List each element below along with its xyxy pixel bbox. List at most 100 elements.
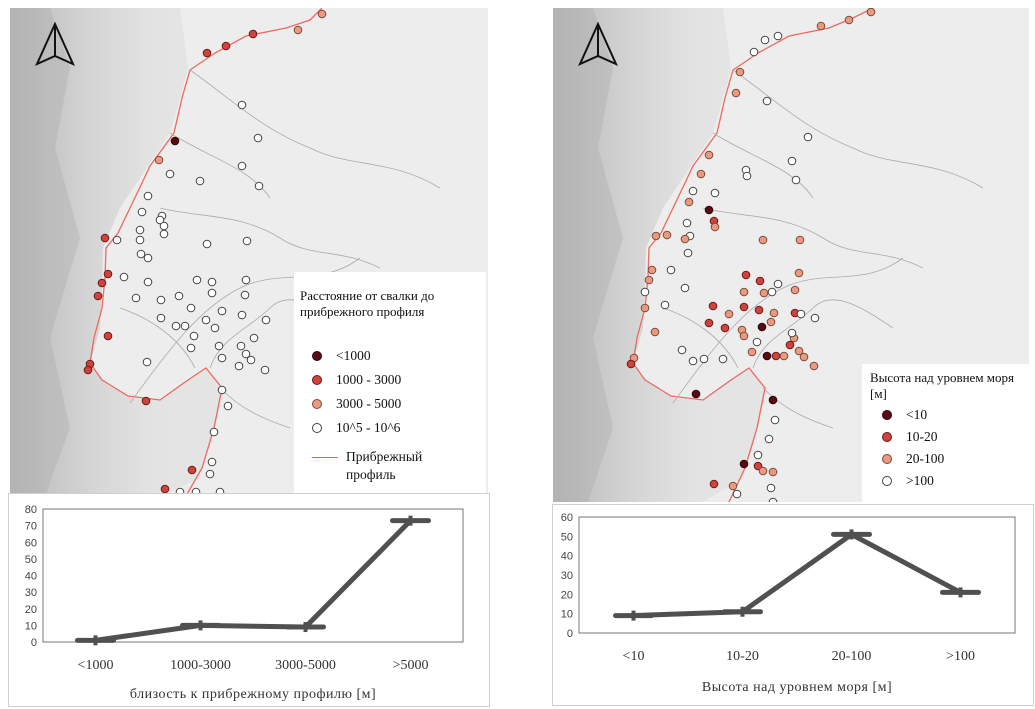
- landfill-point: [710, 188, 720, 198]
- legend-item: 10-20: [882, 426, 1022, 448]
- landfill-point: [704, 318, 714, 328]
- y-tick-label: 10: [25, 620, 37, 632]
- landfill-point: [160, 484, 170, 494]
- y-tick-label: 80: [25, 504, 37, 516]
- landfill-point: [143, 191, 153, 201]
- landfill-point: [739, 302, 749, 312]
- landfill-point: [195, 176, 205, 186]
- landfill-point: [93, 291, 103, 301]
- landfill-point: [809, 361, 819, 371]
- landfill-point: [261, 315, 271, 325]
- landfill-point: [159, 229, 169, 239]
- landfill-points-left: [83, 9, 327, 496]
- landfill-point: [764, 434, 774, 444]
- legend-label: 3000 - 5000: [336, 396, 402, 411]
- x-tick-label: 20-100: [832, 649, 872, 664]
- landfill-point: [709, 479, 719, 489]
- chart-elevation: 0 10 20 30 40 50 60 <10 10-20 20-100 >100 Высота на…: [552, 504, 1034, 706]
- landfill-point: [688, 186, 698, 196]
- landfill-point: [759, 288, 769, 298]
- landfill-point: [710, 222, 720, 232]
- legend-items: <1000 1000 - 3000 3000 - 5000 10^5 - 10^…: [312, 344, 482, 484]
- landfill-point: [141, 396, 151, 406]
- landfill-point: [755, 276, 765, 286]
- landfill-point: [214, 341, 224, 351]
- landfill-point: [142, 357, 152, 367]
- landfill-point: [720, 323, 730, 333]
- landfill-point: [739, 459, 749, 469]
- landfill-point: [683, 248, 693, 258]
- landfill-point: [803, 132, 813, 142]
- legend-item: <1000: [312, 344, 482, 368]
- landfill-point: [753, 450, 763, 460]
- legend-item: 1000 - 3000: [312, 368, 482, 392]
- coastline: [89, 8, 323, 496]
- landfill-point: [749, 47, 759, 57]
- landfill-point: [742, 171, 752, 181]
- landfill-point: [217, 306, 227, 316]
- landfill-point: [254, 181, 264, 191]
- landfill-point: [317, 9, 327, 19]
- y-tick-label: 0: [31, 637, 37, 649]
- landfill-point: [680, 283, 690, 293]
- landfill-point: [768, 467, 778, 477]
- landfill-point: [154, 155, 164, 165]
- legend-item: <10: [882, 404, 1022, 426]
- landfill-point: [758, 235, 768, 245]
- y-tick-label: 10: [561, 609, 573, 621]
- landfill-point: [787, 328, 797, 338]
- landfill-point: [209, 427, 219, 437]
- landfill-point: [189, 331, 199, 341]
- landfill-point: [724, 309, 734, 319]
- legend-dot: [312, 399, 322, 409]
- legend-line-label: Прибрежный профиль: [346, 449, 423, 482]
- x-tick-label: 3000-5000: [275, 658, 336, 673]
- legend-title: Высота над уровнем моря [м]: [870, 370, 1015, 401]
- legend-item: 3000 - 5000: [312, 392, 482, 416]
- landfill-point: [112, 235, 122, 245]
- north-arrow-icon: [578, 22, 618, 66]
- landfill-point: [159, 221, 169, 231]
- landfill-point: [640, 303, 650, 313]
- legend-dot: [882, 476, 892, 486]
- landfill-point: [241, 275, 251, 285]
- x-tick-label: <10: [623, 649, 645, 664]
- landfill-point: [708, 301, 718, 311]
- landfill-point: [768, 497, 778, 502]
- y-tick-label: 70: [25, 521, 37, 533]
- legend-left: Расстояние от свалки до прибрежного проф…: [294, 272, 486, 496]
- landfill-point: [704, 205, 714, 215]
- legend-right: Высота над уровнем моря [м] <10 10-20 20…: [862, 364, 1030, 504]
- landfill-point: [790, 285, 800, 295]
- landfill-point: [137, 207, 147, 217]
- landfill-point: [192, 275, 202, 285]
- landfill-point: [237, 100, 247, 110]
- chart-elevation-svg: 0 10 20 30 40 50 60 <10 10-20 20-100 >100 Высота на…: [561, 512, 1016, 695]
- landfill-point: [760, 35, 770, 45]
- landfill-point: [136, 249, 146, 259]
- legend-label: <10: [906, 407, 928, 422]
- x-tick-label: >5000: [393, 658, 429, 673]
- landfill-point: [785, 340, 795, 350]
- landfill-point: [246, 355, 256, 365]
- landfill-point: [799, 352, 809, 362]
- landfill-point: [747, 347, 757, 357]
- legend-item: >100: [882, 470, 1022, 492]
- legend-label: 10-20: [906, 429, 938, 444]
- legend-title: Расстояние от свалки до прибрежного проф…: [300, 288, 435, 319]
- landfill-point: [718, 354, 728, 364]
- landfill-point: [155, 215, 165, 225]
- legend-dot: [882, 432, 892, 442]
- landfill-point: [758, 466, 768, 476]
- landfill-point: [293, 25, 303, 35]
- landfill-point: [97, 278, 107, 288]
- landfill-point: [207, 457, 217, 467]
- legend-dot: [882, 410, 892, 420]
- landfill-point: [626, 359, 636, 369]
- landfill-point: [650, 327, 660, 337]
- landfill-point: [739, 331, 749, 341]
- y-tick-label: 20: [561, 589, 573, 601]
- legend-label: 1000 - 3000: [336, 372, 402, 387]
- landfill-point: [186, 343, 196, 353]
- landfill-point: [165, 169, 175, 179]
